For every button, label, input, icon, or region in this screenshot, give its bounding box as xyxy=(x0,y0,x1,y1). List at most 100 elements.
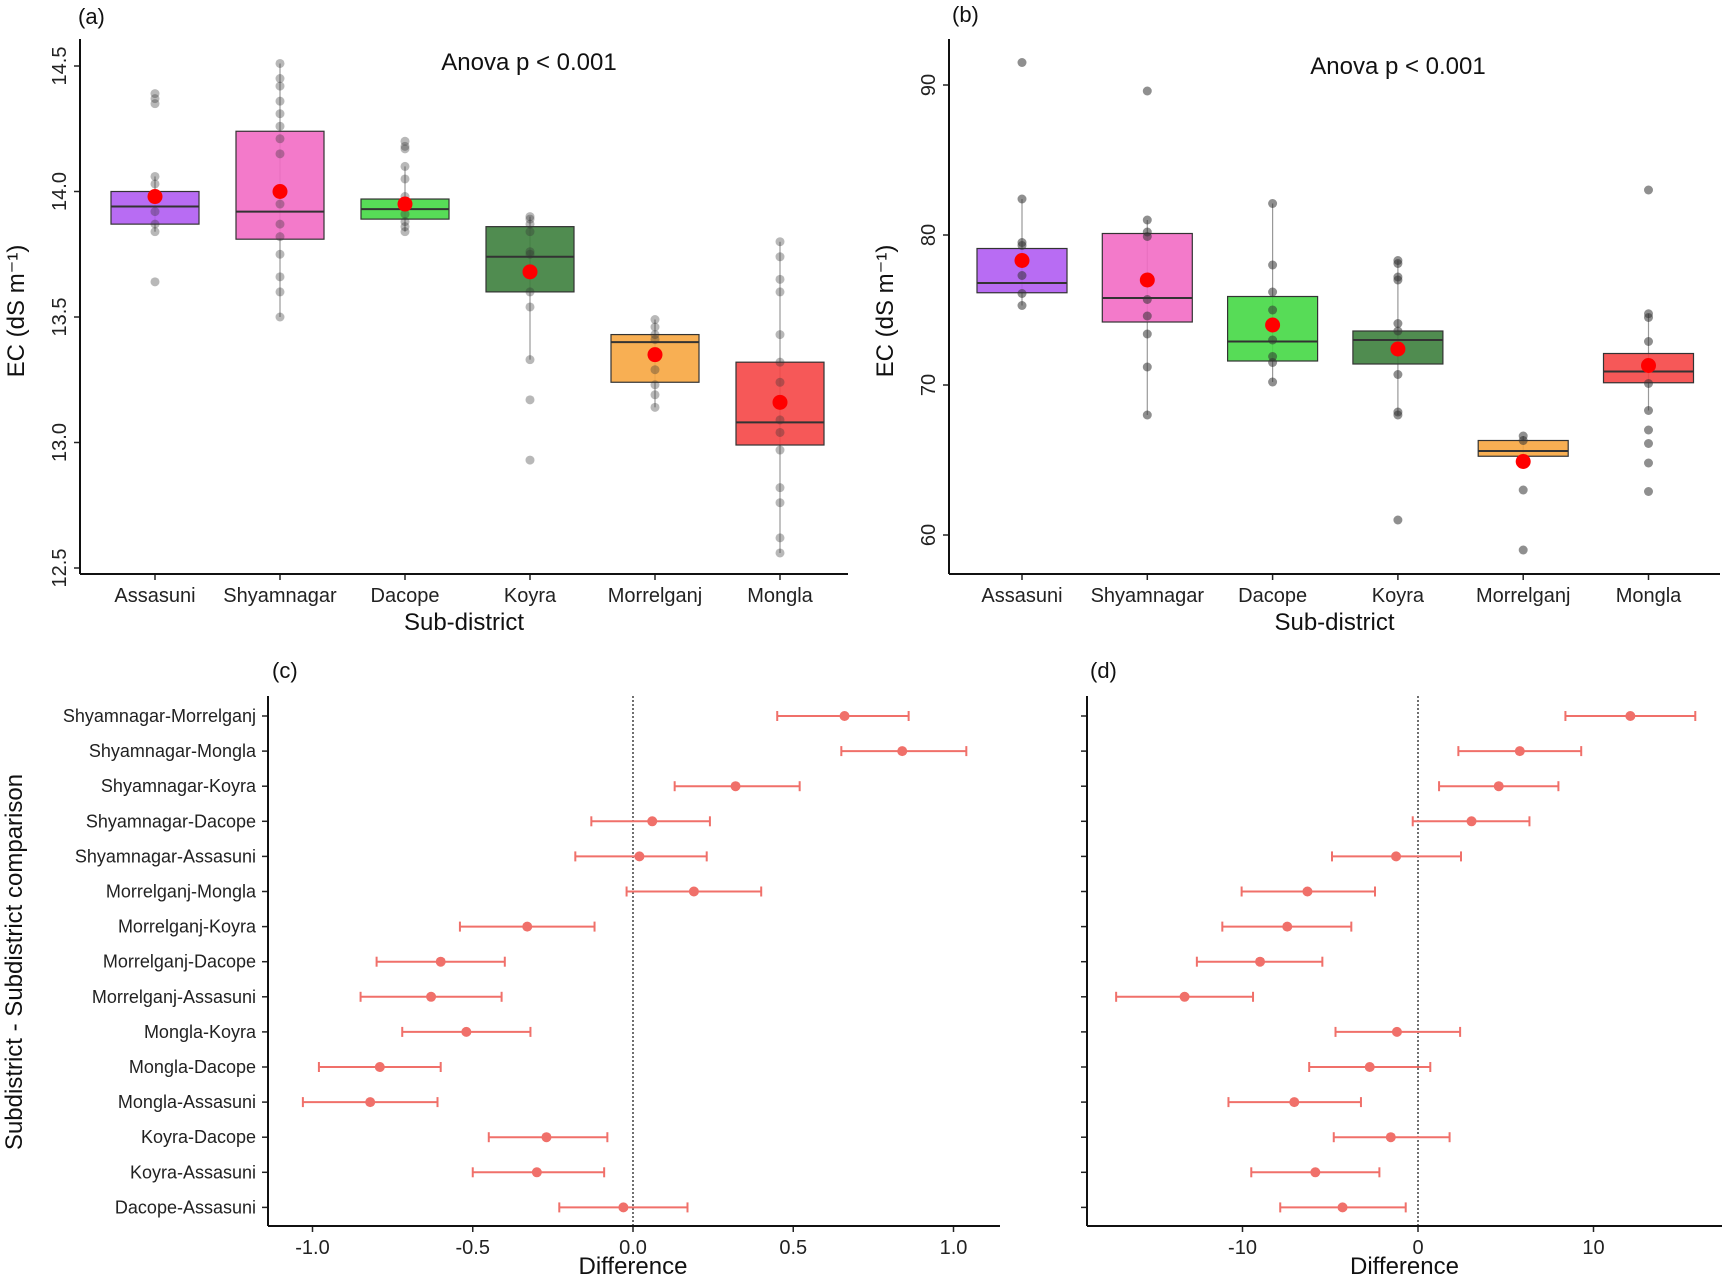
data-point xyxy=(400,174,410,184)
estimate-point xyxy=(730,781,741,792)
mean-point xyxy=(1641,358,1656,373)
estimate-point xyxy=(1337,1202,1348,1213)
data-point xyxy=(150,94,160,104)
y-tick-label: 13.0 xyxy=(49,423,71,462)
estimate-point xyxy=(688,886,699,897)
y-tick-label: 60 xyxy=(918,524,940,546)
data-point xyxy=(775,427,785,437)
data-point xyxy=(1644,406,1653,415)
data-point xyxy=(275,312,285,322)
data-point xyxy=(1518,545,1528,555)
y-tick-label: 13.5 xyxy=(49,298,71,337)
data-point xyxy=(525,287,535,297)
estimate-point xyxy=(1466,816,1477,827)
data-point xyxy=(150,219,160,229)
data-point xyxy=(1268,377,1278,387)
data-point xyxy=(275,149,285,159)
data-point xyxy=(1268,335,1278,345)
estimate-point xyxy=(1179,991,1190,1002)
data-point xyxy=(400,161,410,171)
comparison-label: Morrelganj-Dacope xyxy=(103,952,256,972)
y-axis-title: EC (dS m⁻¹) xyxy=(3,245,30,378)
estimate-point xyxy=(839,711,850,721)
data-point xyxy=(275,287,285,297)
comparison-label: Dacope-Assasuni xyxy=(115,1197,256,1217)
data-point xyxy=(1142,232,1152,241)
data-point xyxy=(275,96,285,106)
data-point xyxy=(525,355,535,365)
data-point xyxy=(775,287,785,297)
data-point xyxy=(1393,410,1403,420)
data-point xyxy=(150,227,160,237)
comparison-label: Mongla-Assasuni xyxy=(118,1092,256,1112)
data-point xyxy=(150,207,160,217)
data-point xyxy=(775,252,785,262)
x-tick-label: Shyamnagar xyxy=(1091,585,1205,607)
y-tick-label: 12.5 xyxy=(49,549,71,588)
mean-point xyxy=(147,189,163,205)
data-point xyxy=(150,171,160,181)
data-point xyxy=(275,249,285,259)
data-point xyxy=(400,222,410,232)
data-point xyxy=(525,302,535,312)
data-point xyxy=(525,212,535,222)
estimate-point xyxy=(1364,1062,1375,1072)
estimate-point xyxy=(1391,1026,1402,1037)
estimate-point xyxy=(897,746,908,757)
data-point xyxy=(1393,319,1403,328)
boxplot-panel-a: (a) Anova p < 0.001 EC (dS m⁻¹) Sub-distric… xyxy=(3,4,848,636)
data-point xyxy=(275,134,285,144)
estimate-point xyxy=(461,1026,472,1037)
data-point xyxy=(775,274,785,284)
data-point xyxy=(525,214,535,224)
estimate-point xyxy=(1282,921,1293,932)
data-point xyxy=(1393,515,1403,525)
data-point xyxy=(650,380,660,390)
data-point xyxy=(1644,337,1653,346)
x-tick-label: Koyra xyxy=(504,585,557,607)
y-tick-label: 80 xyxy=(918,224,940,246)
data-point xyxy=(1017,194,1027,204)
estimate-point xyxy=(1255,956,1266,967)
data-point xyxy=(150,277,160,287)
data-point xyxy=(775,483,785,493)
estimate-point xyxy=(1310,1167,1321,1178)
data-point xyxy=(275,74,285,84)
x-tick-label: 0 xyxy=(1412,1237,1423,1259)
anova-annotation: Anova p < 0.001 xyxy=(441,49,616,76)
data-point xyxy=(275,109,285,119)
estimate-point xyxy=(365,1097,376,1108)
panel-label: (c) xyxy=(272,658,298,683)
estimate-point xyxy=(1385,1132,1396,1143)
mean-point xyxy=(522,264,538,280)
mean-point xyxy=(1390,341,1406,357)
data-point xyxy=(1393,370,1403,379)
data-point xyxy=(775,415,785,425)
data-point xyxy=(525,227,535,237)
data-point xyxy=(150,89,160,99)
data-point xyxy=(400,217,410,227)
y-axis-title: EC (dS m⁻¹) xyxy=(872,245,899,378)
y-axis-title: Subdistrict - Subdistrict comparison xyxy=(1,774,28,1150)
data-point xyxy=(1268,287,1278,297)
estimate-point xyxy=(647,816,658,827)
data-point xyxy=(275,232,285,242)
data-point xyxy=(1393,326,1403,336)
data-point xyxy=(400,227,410,237)
data-point xyxy=(1017,289,1027,298)
x-tick-label: 0.5 xyxy=(779,1237,807,1259)
x-tick-label: Dacope xyxy=(1238,585,1307,607)
boxplot-panel-b: (b) Anova p < 0.001 EC (dS m⁻¹) Sub-distric… xyxy=(872,2,1720,636)
data-point xyxy=(150,99,160,109)
data-point xyxy=(650,402,660,412)
data-point xyxy=(1268,305,1278,315)
x-axis-title: Difference xyxy=(579,1253,688,1280)
data-point xyxy=(400,209,410,219)
data-point xyxy=(650,315,660,325)
x-tick-label: Morrelganj xyxy=(608,585,702,607)
x-tick-label: -0.5 xyxy=(456,1237,490,1259)
mean-point xyxy=(1139,272,1155,288)
data-point xyxy=(275,121,285,131)
mean-point xyxy=(397,196,413,212)
estimate-point xyxy=(1302,886,1313,897)
